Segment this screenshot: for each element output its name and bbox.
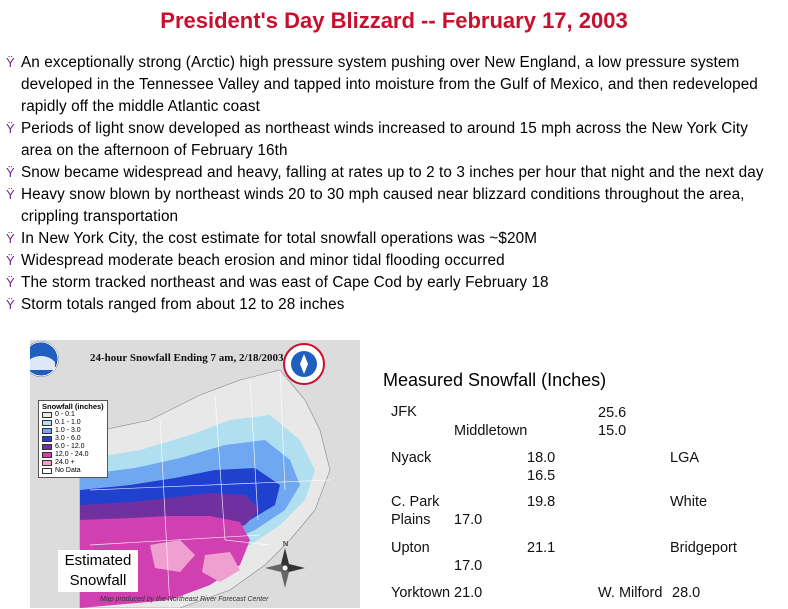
bullet-item: Ÿ An exceptionally strong (Arctic) high p… bbox=[6, 52, 776, 118]
bullet-item: Ÿ Storm totals ranged from about 12 to 28… bbox=[6, 294, 776, 316]
bullet-mark: Ÿ bbox=[6, 253, 15, 268]
bullet-item: Ÿ Snow became widespread and heavy, falli… bbox=[6, 162, 776, 184]
bullet-mark: Ÿ bbox=[6, 275, 15, 290]
bullet-mark: Ÿ bbox=[6, 297, 15, 312]
legend-item: 0.1 - 1.0 bbox=[42, 419, 104, 427]
legend-item: 6.0 - 12.0 bbox=[42, 443, 104, 451]
station-lga: LGA bbox=[670, 450, 700, 466]
bullet-text: Periods of light snow developed as north… bbox=[21, 120, 749, 159]
legend-item: 0 - 0.1 bbox=[42, 411, 104, 419]
bullet-mark: Ÿ bbox=[6, 231, 15, 246]
station-bridgeport: Bridgeport bbox=[670, 540, 737, 556]
value-bridgeport: 17.0 bbox=[454, 558, 483, 574]
page-title: President's Day Blizzard -- February 17,… bbox=[160, 8, 628, 33]
bullet-text: Snow became widespread and heavy, fallin… bbox=[21, 164, 764, 181]
legend-label: 3.0 - 6.0 bbox=[55, 435, 81, 442]
noaa-logo-icon bbox=[30, 341, 59, 377]
snowfall-map: N 24-hour Snowfall Ending 7 am, 2/18/200… bbox=[30, 340, 360, 608]
value-central-park: 19.8 bbox=[527, 494, 556, 510]
legend-swatch bbox=[42, 468, 52, 474]
measured-title: Measured Snowfall (Inches) bbox=[383, 370, 607, 390]
station-central-park: C. Park bbox=[391, 494, 440, 510]
value-nyack: 18.0 bbox=[527, 450, 556, 466]
legend-swatch bbox=[42, 460, 52, 466]
value-yorktown: 21.0 bbox=[454, 585, 483, 601]
bullet-text: Heavy snow blown by northeast winds 20 t… bbox=[21, 186, 745, 225]
map-caption-line: Estimated bbox=[64, 552, 132, 569]
bullet-text: Widespread moderate beach erosion and mi… bbox=[21, 252, 505, 269]
legend-swatch bbox=[42, 428, 52, 434]
compass-rose-icon: N bbox=[265, 541, 305, 588]
value-middletown: 15.0 bbox=[598, 423, 627, 439]
value-jfk: 25.6 bbox=[598, 405, 627, 421]
station-middletown: Middletown bbox=[454, 423, 528, 439]
bullet-text: In New York City, the cost estimate for … bbox=[21, 230, 538, 247]
map-credit: Map produced by the Northeast River Fore… bbox=[100, 596, 269, 603]
bullet-mark: Ÿ bbox=[6, 121, 15, 136]
bullet-text: An exceptionally strong (Arctic) high pr… bbox=[21, 54, 758, 115]
station-nyack: Nyack bbox=[391, 450, 432, 466]
station-white-plains: Plains bbox=[391, 512, 431, 528]
bullet-item: Ÿ The storm tracked northeast and was eas… bbox=[6, 272, 776, 294]
legend-label: 6.0 - 12.0 bbox=[55, 443, 85, 450]
station-white: White bbox=[670, 494, 708, 510]
bullet-list: Ÿ An exceptionally strong (Arctic) high p… bbox=[6, 52, 776, 316]
legend-item: 12.0 - 24.0 bbox=[42, 451, 104, 459]
legend-item: No Data bbox=[42, 467, 104, 475]
station-west-milford: W. Milford bbox=[598, 585, 663, 601]
legend-item: 1.0 - 3.0 bbox=[42, 427, 104, 435]
bullet-item: Ÿ Periods of light snow developed as nort… bbox=[6, 118, 776, 162]
legend-swatch bbox=[42, 436, 52, 442]
legend-item: 24.0 + bbox=[42, 459, 104, 467]
value-west-milford: 28.0 bbox=[672, 585, 701, 601]
legend-label: 1.0 - 3.0 bbox=[55, 427, 81, 434]
legend-label: 0.1 - 1.0 bbox=[55, 419, 81, 426]
bullet-mark: Ÿ bbox=[6, 187, 15, 202]
bullet-item: Ÿ Heavy snow blown by northeast winds 20 … bbox=[6, 184, 776, 228]
legend-label: 0 - 0.1 bbox=[55, 411, 75, 418]
legend-swatch bbox=[42, 452, 52, 458]
svg-text:N: N bbox=[283, 541, 288, 548]
legend-label: 24.0 + bbox=[55, 459, 75, 466]
bullet-text: The storm tracked northeast and was east… bbox=[21, 274, 549, 291]
bullet-item: Ÿ Widespread moderate beach erosion and m… bbox=[6, 250, 776, 272]
station-upton: Upton bbox=[391, 540, 430, 556]
nws-logo-icon bbox=[283, 343, 325, 385]
bullet-item: Ÿ In New York City, the cost estimate for… bbox=[6, 228, 776, 250]
map-caption-line: Snowfall bbox=[69, 572, 127, 589]
value-upton: 21.1 bbox=[527, 540, 556, 556]
legend-label: 12.0 - 24.0 bbox=[55, 451, 89, 458]
map-caption: Estimated Snowfall bbox=[58, 550, 138, 592]
bullet-mark: Ÿ bbox=[6, 165, 15, 180]
legend-title: Snowfall (inches) bbox=[42, 402, 104, 411]
map-header: 24-hour Snowfall Ending 7 am, 2/18/2003 bbox=[90, 352, 284, 364]
value-white-plains: 17.0 bbox=[454, 512, 483, 528]
legend-swatch bbox=[42, 412, 52, 418]
value-lga: 16.5 bbox=[527, 468, 556, 484]
legend-item: 3.0 - 6.0 bbox=[42, 435, 104, 443]
station-yorktown: Yorktown bbox=[391, 585, 451, 601]
bullet-text: Storm totals ranged from about 12 to 28 … bbox=[21, 296, 345, 313]
snowfall-legend: Snowfall (inches) 0 - 0.1 0.1 - 1.0 1.0 … bbox=[38, 400, 108, 478]
legend-label: No Data bbox=[55, 467, 81, 474]
bullet-mark: Ÿ bbox=[6, 55, 15, 70]
legend-swatch bbox=[42, 420, 52, 426]
legend-swatch bbox=[42, 444, 52, 450]
station-jfk: JFK bbox=[391, 404, 417, 420]
